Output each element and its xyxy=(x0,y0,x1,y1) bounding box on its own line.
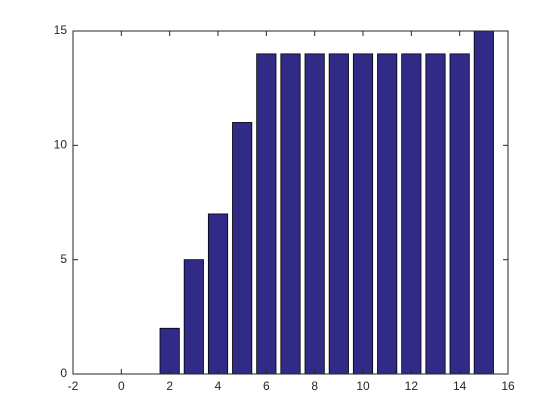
x-tick-label: 0 xyxy=(118,379,125,393)
y-tick-label: 10 xyxy=(54,138,68,152)
bar xyxy=(401,53,422,375)
y-tick-label: 5 xyxy=(60,252,67,266)
x-tick-label: 6 xyxy=(263,379,270,393)
bar xyxy=(280,53,301,375)
bar xyxy=(183,259,204,375)
x-tick-label: 2 xyxy=(166,379,173,393)
bar xyxy=(159,327,180,375)
x-tick-label: -2 xyxy=(68,379,79,393)
x-tick-label: 16 xyxy=(501,379,515,393)
bar xyxy=(425,53,446,375)
y-tick-label: 15 xyxy=(54,23,68,37)
bar xyxy=(304,53,325,375)
bar xyxy=(207,213,229,375)
x-tick-label: 8 xyxy=(311,379,318,393)
x-tick-label: 12 xyxy=(405,379,419,393)
bar xyxy=(328,53,349,375)
bar xyxy=(377,53,398,375)
x-tick-label: 10 xyxy=(356,379,370,393)
x-tick-label: 4 xyxy=(215,379,222,393)
bar xyxy=(352,53,374,375)
axes-box xyxy=(72,30,509,375)
x-tick-label: 14 xyxy=(453,379,467,393)
y-tick-label: 0 xyxy=(60,366,67,380)
bar xyxy=(473,30,494,375)
bar xyxy=(232,122,253,375)
bar xyxy=(256,53,277,375)
bar xyxy=(449,53,470,375)
